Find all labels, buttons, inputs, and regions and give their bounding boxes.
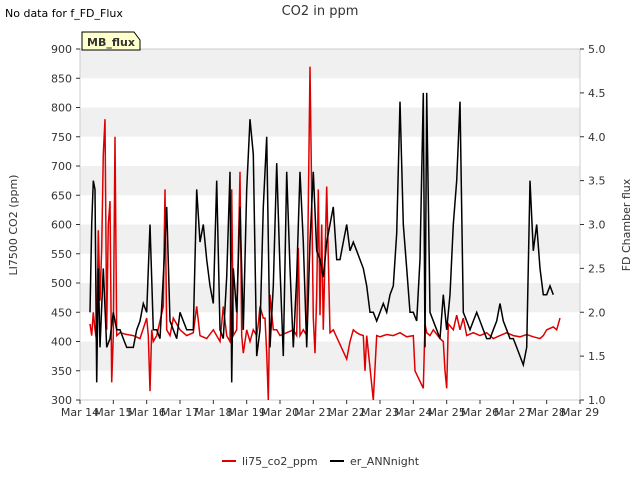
y2-tick-label: 2.0 (588, 306, 606, 319)
x-tick-label: Mar 17 (161, 406, 199, 419)
series-lines (89, 66, 561, 401)
grid-band (80, 49, 580, 79)
y-tick-label: 300 (51, 394, 72, 407)
y2-tick-label: 4.0 (588, 131, 606, 144)
y-tick-label: 700 (51, 160, 72, 173)
y-tick-label: 600 (51, 219, 72, 232)
grid-band (80, 370, 580, 400)
grid-band (80, 195, 580, 225)
x-tick-label: Mar 29 (561, 406, 599, 419)
grid-band (80, 224, 580, 254)
y-tick-label: 750 (51, 131, 72, 144)
x-tick-label: Mar 23 (361, 406, 399, 419)
y-tick-label: 850 (51, 72, 72, 85)
grid-band (80, 166, 580, 196)
y2-axis-label: FD Chamber flux (620, 178, 633, 271)
y2-tick-label: 3.0 (588, 219, 606, 232)
y2-tick-label: 1.5 (588, 350, 606, 363)
grid-band (80, 78, 580, 108)
y2-tick-label: 4.5 (588, 87, 606, 100)
chart-title: CO2 in ppm (282, 4, 359, 19)
y-tick-label: 350 (51, 365, 72, 378)
grid-band (80, 107, 580, 137)
y-tick-label: 900 (51, 43, 72, 56)
mb-flux-badge-label: MB_flux (87, 36, 135, 49)
x-tick-label: Mar 20 (261, 406, 299, 419)
y-axis-label: LI7500 CO2 (ppm) (7, 175, 20, 276)
y2-tick-label: 1.0 (588, 394, 606, 407)
grid-band (80, 341, 580, 371)
x-tick-label: Mar 16 (128, 406, 166, 419)
y-tick-label: 650 (51, 189, 72, 202)
y-tick-label: 450 (51, 306, 72, 319)
x-tick-label: Mar 24 (394, 406, 432, 419)
y2-tick-label: 2.5 (588, 262, 606, 275)
legend-label: li75_co2_ppm (242, 455, 318, 468)
x-tick-label: Mar 27 (494, 406, 532, 419)
series-line-er_ANNnight (89, 92, 555, 383)
grid-band (80, 253, 580, 283)
x-tick-label: Mar 18 (194, 406, 232, 419)
x-tick-label: Mar 15 (94, 406, 132, 419)
no-data-note: No data for f_FD_Flux (5, 7, 123, 20)
x-tick-label: Mar 25 (428, 406, 466, 419)
y2-tick-label: 5.0 (588, 43, 606, 56)
legend: li75_co2_ppm er_ANNnight (222, 455, 420, 468)
legend-label: er_ANNnight (350, 455, 420, 468)
x-tick-label: Mar 28 (528, 406, 566, 419)
y-tick-label: 550 (51, 248, 72, 261)
y-tick-label: 400 (51, 336, 72, 349)
x-tick-label: Mar 26 (461, 406, 499, 419)
x-tick-label: Mar 22 (328, 406, 366, 419)
y-tick-label: 500 (51, 277, 72, 290)
y-tick-label: 800 (51, 102, 72, 115)
x-tick-label: Mar 14 (61, 406, 99, 419)
mb-flux-badge: MB_flux (81, 31, 141, 51)
grid-band (80, 136, 580, 166)
y2-tick-label: 3.5 (588, 175, 606, 188)
x-tick-label: Mar 21 (294, 406, 332, 419)
x-tick-label: Mar 19 (228, 406, 266, 419)
